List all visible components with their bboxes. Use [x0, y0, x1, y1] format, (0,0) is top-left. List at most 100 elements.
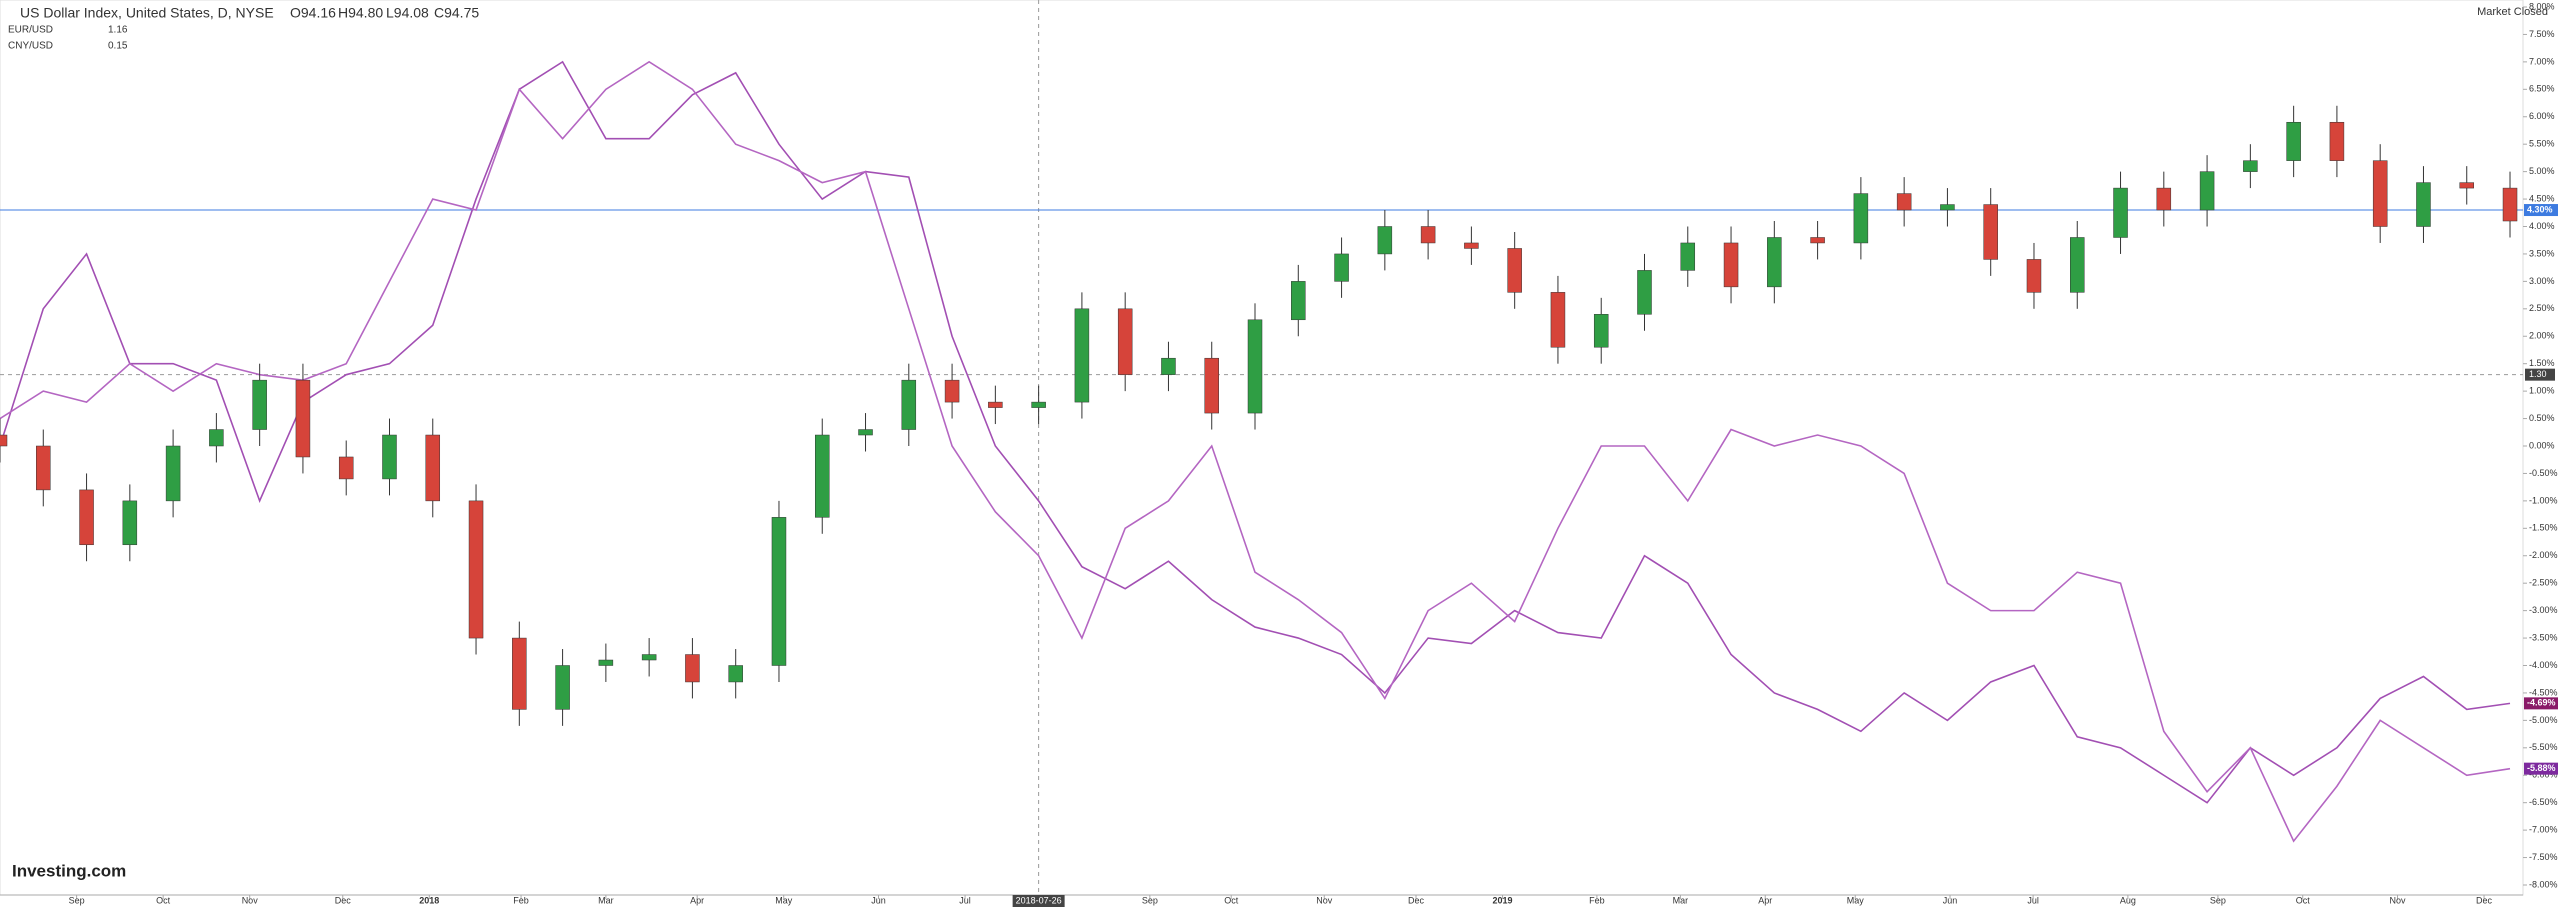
x-tick-label: Sep	[1142, 895, 1158, 905]
candle-body	[252, 379, 267, 430]
candle-body	[1767, 237, 1782, 288]
ohlc-value: L94.08	[386, 5, 429, 21]
x-tick-label: Jul	[2027, 895, 2039, 905]
y-tick-label: -6.50%	[2529, 797, 2558, 807]
y-tick-label: 2.50%	[2529, 303, 2555, 313]
candle-body	[2502, 187, 2518, 222]
y-tick-label: -5.00%	[2529, 715, 2558, 725]
legend-name: CNY/USD	[8, 41, 53, 52]
y-tick-label: -7.00%	[2529, 825, 2558, 835]
y-tick-label: 2.00%	[2529, 331, 2555, 341]
candle-body	[36, 445, 51, 491]
ohlc-value: O94.16	[290, 5, 336, 21]
candle-body	[1810, 237, 1825, 244]
candle-body	[1507, 248, 1522, 293]
candle-body	[1074, 308, 1090, 403]
y-tick-label: 5.50%	[2529, 139, 2555, 149]
candle-body	[641, 654, 657, 661]
candle-body	[2156, 187, 2172, 211]
candle-body	[988, 401, 1003, 408]
x-tick-label: Mar	[1673, 895, 1689, 905]
crosshair-x-box	[1012, 895, 1065, 907]
y-tick-label: -2.50%	[2529, 578, 2558, 588]
candle-body	[165, 445, 181, 502]
candle-body	[1247, 319, 1263, 414]
y-tick-label: 4.00%	[2529, 221, 2555, 231]
candle-body	[425, 434, 441, 502]
y-tick-label: 7.50%	[2529, 29, 2555, 39]
candle-body	[382, 434, 397, 480]
y-tick-label: -0.50%	[2529, 468, 2558, 478]
y-tick-label: -1.00%	[2529, 495, 2558, 505]
x-tick-label: Aug	[2120, 895, 2136, 905]
candle-body	[598, 659, 614, 666]
x-tick-label: Dec	[1408, 895, 1425, 905]
candle-body	[209, 429, 224, 447]
x-tick-label: Sep	[69, 895, 85, 905]
candle-body	[1420, 226, 1436, 244]
candle-body	[468, 500, 484, 639]
candle-body	[685, 654, 700, 683]
candle-body	[555, 665, 570, 710]
y-tick-label: 3.00%	[2529, 276, 2555, 286]
candle-body	[1940, 204, 1955, 211]
candle-body	[1291, 281, 1306, 321]
y-tick-label: 0.50%	[2529, 413, 2555, 423]
legend-value: 1.16	[108, 25, 128, 36]
x-tick-label: Jul	[959, 895, 971, 905]
price-label: -5.88%	[2527, 763, 2556, 773]
candle-body	[944, 379, 960, 403]
candle-body	[1896, 193, 1912, 211]
candle-body	[2459, 182, 2474, 189]
brand-logo: Investing.com	[12, 861, 126, 880]
crosshair-x-label: 2018-07-26	[1016, 895, 1062, 905]
candle-body	[1117, 308, 1133, 375]
x-tick-label: Sep	[2210, 895, 2226, 905]
price-label-box	[2524, 697, 2558, 710]
price-label: 4.30%	[2527, 204, 2553, 214]
y-tick-label: -3.00%	[2529, 605, 2558, 615]
y-tick-label: 5.00%	[2529, 166, 2555, 176]
candle-body	[1637, 270, 1652, 315]
x-tick-label: 2018	[419, 895, 439, 905]
candle-body	[1680, 242, 1696, 271]
candle-body	[1464, 242, 1479, 249]
candle-body	[1161, 357, 1176, 375]
crosshair-y-box	[2525, 368, 2555, 381]
x-tick-label: Nov	[242, 895, 259, 905]
candle-body	[79, 489, 94, 546]
candle-body	[2113, 187, 2128, 238]
x-tick-label: Nov	[1316, 895, 1333, 905]
x-tick-label: Oct	[156, 895, 171, 905]
x-tick-label: Dec	[2476, 895, 2493, 905]
candle-body	[2286, 121, 2301, 161]
y-tick-label: -4.50%	[2529, 687, 2558, 697]
x-tick-label: Oct	[1224, 895, 1239, 905]
x-tick-label: May	[775, 895, 793, 905]
y-tick-label: 0.00%	[2529, 440, 2555, 450]
candle-body	[771, 517, 787, 666]
ohlc-value: H94.80	[338, 5, 383, 21]
y-tick-label: -1.50%	[2529, 523, 2558, 533]
y-tick-label: 3.50%	[2529, 248, 2555, 258]
crosshair-y-label: 1.30	[2529, 369, 2547, 379]
candle-body	[512, 637, 527, 710]
candle-body	[2070, 237, 2085, 293]
y-tick-label: 6.50%	[2529, 84, 2555, 94]
x-tick-label: Mar	[598, 895, 614, 905]
candle-body	[2026, 259, 2042, 293]
x-tick-label: Nov	[2389, 895, 2406, 905]
y-tick-label: 7.00%	[2529, 56, 2555, 66]
compare-line	[0, 60, 2511, 804]
candle-body	[2199, 171, 2215, 211]
candle-body	[122, 500, 138, 546]
y-tick-label: 4.50%	[2529, 193, 2555, 203]
x-tick-label: Apr	[690, 895, 704, 905]
plot-frame	[0, 0, 2524, 896]
candle-body	[1031, 401, 1046, 408]
market-status: Market Closed	[2477, 6, 2548, 18]
x-tick-label: Jun	[871, 895, 886, 905]
candle-body	[2372, 160, 2388, 227]
x-tick-label: Feb	[513, 895, 529, 905]
